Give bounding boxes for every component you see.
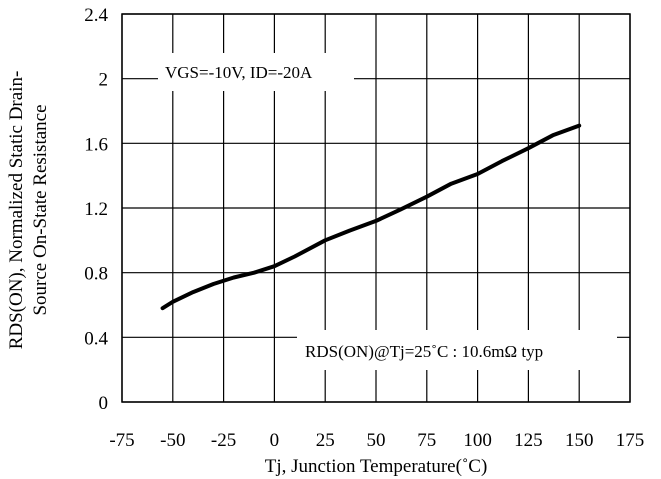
y-tick-label: 1.2: [84, 199, 108, 220]
y-tick-label: 2.4: [84, 5, 108, 26]
x-tick-label: 175: [616, 430, 645, 451]
typical-label: RDS(ON)@Tj=25˚C : 10.6mΩ typ: [305, 342, 543, 361]
y-axis-title-line2: Source On-State Resistance: [30, 104, 51, 315]
x-tick-label: -50: [160, 430, 185, 451]
y-tick-label: 1.6: [84, 134, 108, 155]
x-tick-label: -25: [211, 430, 236, 451]
x-tick-label: 125: [514, 430, 543, 451]
series-line: [160, 123, 582, 311]
x-tick-label: 50: [367, 430, 386, 451]
x-tick-label: 150: [565, 430, 594, 451]
x-tick-labels: -75 -50 -25 0 25 50 75 100 125 150 175: [109, 430, 644, 451]
x-tick-label: 100: [463, 430, 492, 451]
conditions-label-box: [158, 53, 354, 91]
y-axis-title-line1: RDS(ON), Normalized Static Drain-: [6, 71, 27, 350]
x-tick-label: -75: [109, 430, 134, 451]
conditions-label: VGS=-10V, ID=-20A: [165, 63, 313, 82]
x-tick-label: 25: [316, 430, 335, 451]
x-tick-label: 75: [417, 430, 436, 451]
y-tick-label: 2: [99, 70, 109, 91]
y-tick-labels: 0 0.4 0.8 1.2 1.6 2 2.4: [84, 5, 108, 414]
y-tick-label: 0.8: [84, 264, 108, 285]
y-tick-label: 0.4: [84, 328, 108, 349]
x-tick-label: 0: [270, 430, 280, 451]
x-axis-title: Tj, Junction Temperature(˚C): [265, 456, 488, 477]
y-tick-label: 0: [99, 393, 109, 414]
plot-frame: [121, 13, 631, 403]
typical-label-box: [297, 330, 617, 370]
